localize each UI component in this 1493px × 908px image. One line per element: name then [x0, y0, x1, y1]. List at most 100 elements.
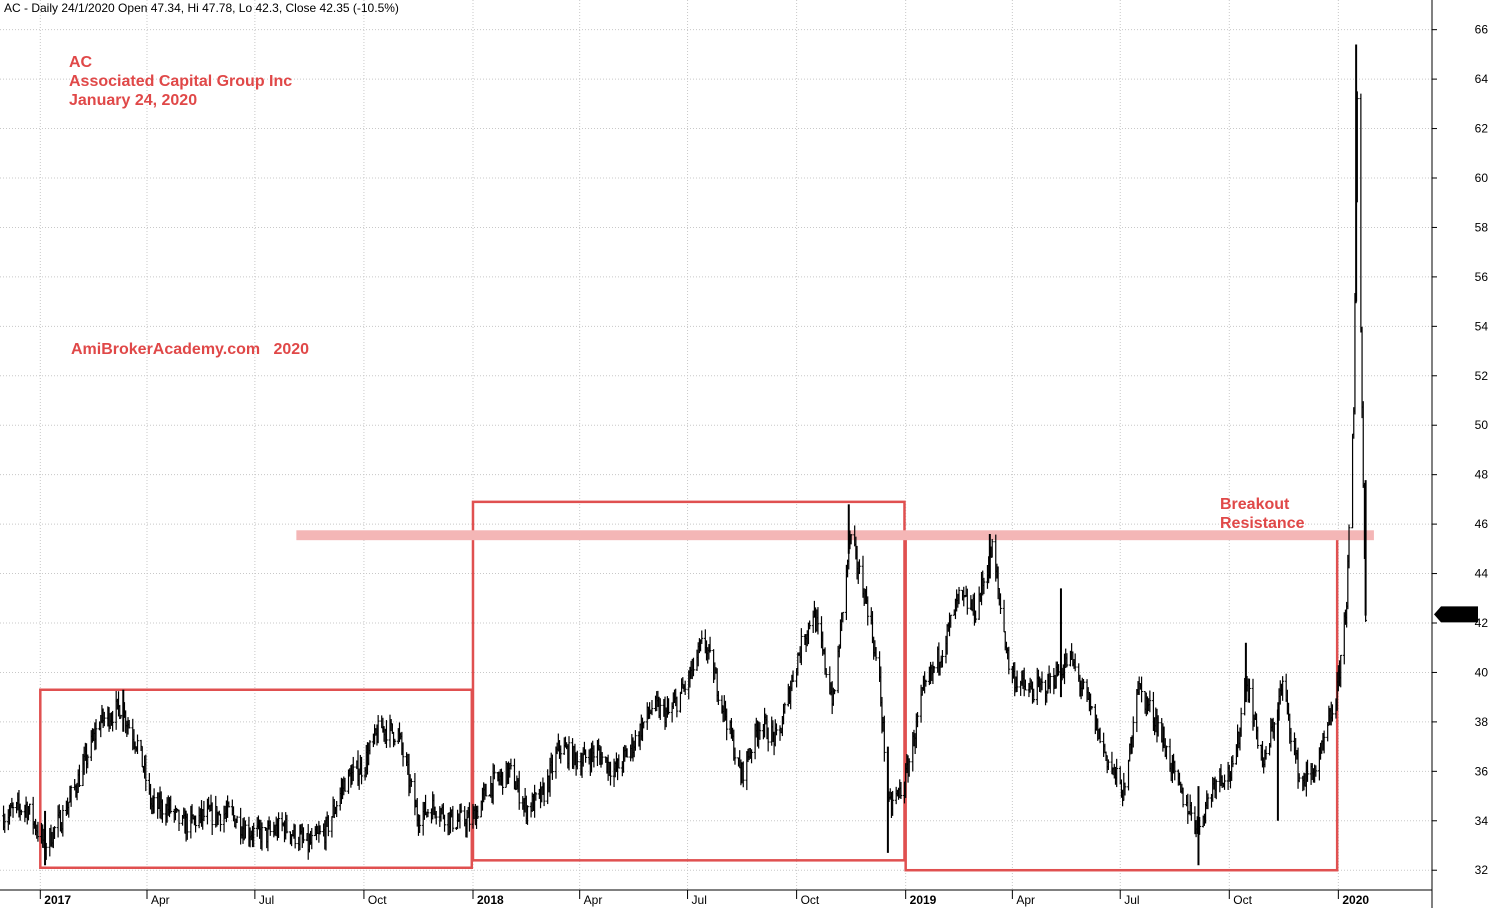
ohlc-bar	[1007, 646, 1011, 675]
annotation-date: January 24, 2020	[69, 92, 197, 109]
ohlc-bar	[1314, 765, 1318, 777]
ohlc-bar	[1359, 93, 1363, 333]
price-bars	[2, 44, 1368, 866]
ohlc-bar	[891, 790, 895, 816]
y-tick-label: 34	[1475, 814, 1489, 828]
ohlc-bar	[708, 636, 712, 653]
x-tick-label: Oct	[1233, 893, 1252, 907]
ohlc-bar	[393, 738, 397, 746]
ohlc-bar	[86, 754, 90, 769]
ohlc-bar	[293, 824, 297, 849]
ohlc-bar	[1181, 787, 1185, 808]
ohlc-bar	[617, 754, 621, 769]
ohlc-bar	[260, 822, 264, 851]
ohlc-bar	[974, 610, 978, 623]
ohlc-bar	[219, 813, 222, 832]
ohlc-bar	[899, 782, 903, 799]
ohlc-bar	[924, 679, 928, 687]
ohlc-bar	[152, 788, 156, 814]
ohlc-bar	[957, 586, 961, 605]
ohlc-bar	[1002, 599, 1006, 633]
ohlc-bar	[202, 800, 206, 822]
ohlc-bar	[1048, 673, 1052, 694]
y-axis: 32 34 36 38 40 42 44 46 48 50 52 54 56 58 60 62 64 66	[1432, 23, 1489, 877]
ohlc-bar	[351, 756, 355, 782]
ohlc-bar	[368, 740, 372, 755]
ohlc-bar	[982, 577, 986, 595]
ohlc-bar	[239, 807, 243, 845]
range-box	[904, 532, 1339, 872]
ohlc-bar	[1223, 774, 1226, 790]
ohlc-bar	[642, 721, 646, 729]
ohlc-bar	[310, 827, 314, 850]
ohlc-bar	[658, 698, 662, 720]
ohlc-bar	[194, 815, 197, 833]
ohlc-bar	[866, 596, 870, 626]
ohlc-bar	[185, 813, 189, 840]
ohlc-bar	[841, 611, 845, 623]
y-tick-label: 40	[1475, 665, 1489, 679]
last-price-tag: 42.35	[1434, 606, 1478, 623]
ohlc-bar	[1106, 759, 1110, 771]
ohlc-bar	[235, 815, 239, 823]
ohlc-bar	[575, 750, 579, 770]
x-tick-label: 2019	[910, 893, 937, 907]
ohlc-bar	[1127, 759, 1130, 791]
ohlc-bar	[243, 820, 247, 839]
ohlc-bar	[78, 764, 81, 788]
ohlc-bar	[799, 628, 803, 666]
ohlc-bar	[1023, 679, 1027, 691]
ohlc-bar	[990, 538, 994, 558]
ohlc-bar	[169, 795, 173, 814]
ohlc-bar	[277, 812, 280, 838]
x-tick-label: Oct	[368, 893, 387, 907]
ohlc-bar	[268, 820, 272, 836]
ohlc-bar	[501, 771, 505, 795]
last-price-tag-label: 42.35	[1444, 607, 1474, 621]
ohlc-bar	[19, 809, 23, 816]
y-tick-label: 44	[1475, 567, 1489, 581]
ohlc-bar	[526, 805, 529, 825]
ohlc-bar	[874, 647, 878, 661]
ohlc-bar	[592, 745, 596, 768]
ohlc-bar	[330, 816, 334, 838]
ohlc-bar	[675, 696, 679, 718]
ohlc-bar	[692, 657, 695, 677]
ohlc-bar	[509, 758, 513, 770]
ohlc-bar	[1256, 726, 1260, 749]
ohlc-bar	[882, 715, 886, 762]
ohlc-bar	[119, 714, 123, 719]
ohlc-bar	[1214, 779, 1218, 800]
ohlc-bar	[1289, 727, 1293, 752]
x-tick-label: 2017	[44, 893, 71, 907]
ohlc-bar	[1347, 524, 1351, 569]
y-tick-label: 62	[1475, 122, 1489, 136]
y-tick-label: 54	[1475, 319, 1489, 333]
ohlc-bar	[161, 799, 164, 823]
ohlc-bar	[302, 827, 305, 844]
resistance-band	[296, 530, 1374, 541]
ohlc-bar	[1065, 653, 1069, 668]
ohlc-bar	[725, 708, 729, 741]
ohlc-bar	[977, 586, 981, 620]
ohlc-bar	[783, 702, 787, 714]
header-info: AC - Daily 24/1/2020 Open 47.34, Hi 47.7…	[4, 1, 399, 15]
ohlc-bar	[343, 777, 347, 792]
ohlc-bar	[252, 822, 256, 848]
ohlc-bar	[426, 809, 430, 818]
last-price-tag-shape	[1434, 606, 1478, 623]
x-tick-label: Apr	[151, 893, 170, 907]
ohlc-bar	[766, 727, 770, 752]
ohlc-bar	[1296, 747, 1300, 789]
ohlc-bar	[376, 715, 380, 744]
ohlc-bar	[559, 745, 563, 764]
ohlc-bar	[1281, 676, 1285, 701]
ohlc-bar	[1082, 679, 1085, 690]
y-tick-label: 64	[1475, 72, 1489, 86]
ohlc-bar	[916, 712, 919, 728]
x-tick-label: Jul	[259, 893, 274, 907]
ohlc-bar	[816, 607, 820, 635]
annotation-company: Associated Capital Group Inc	[69, 73, 292, 90]
ohlc-bar	[11, 802, 15, 818]
y-tick-label: 48	[1475, 468, 1489, 482]
